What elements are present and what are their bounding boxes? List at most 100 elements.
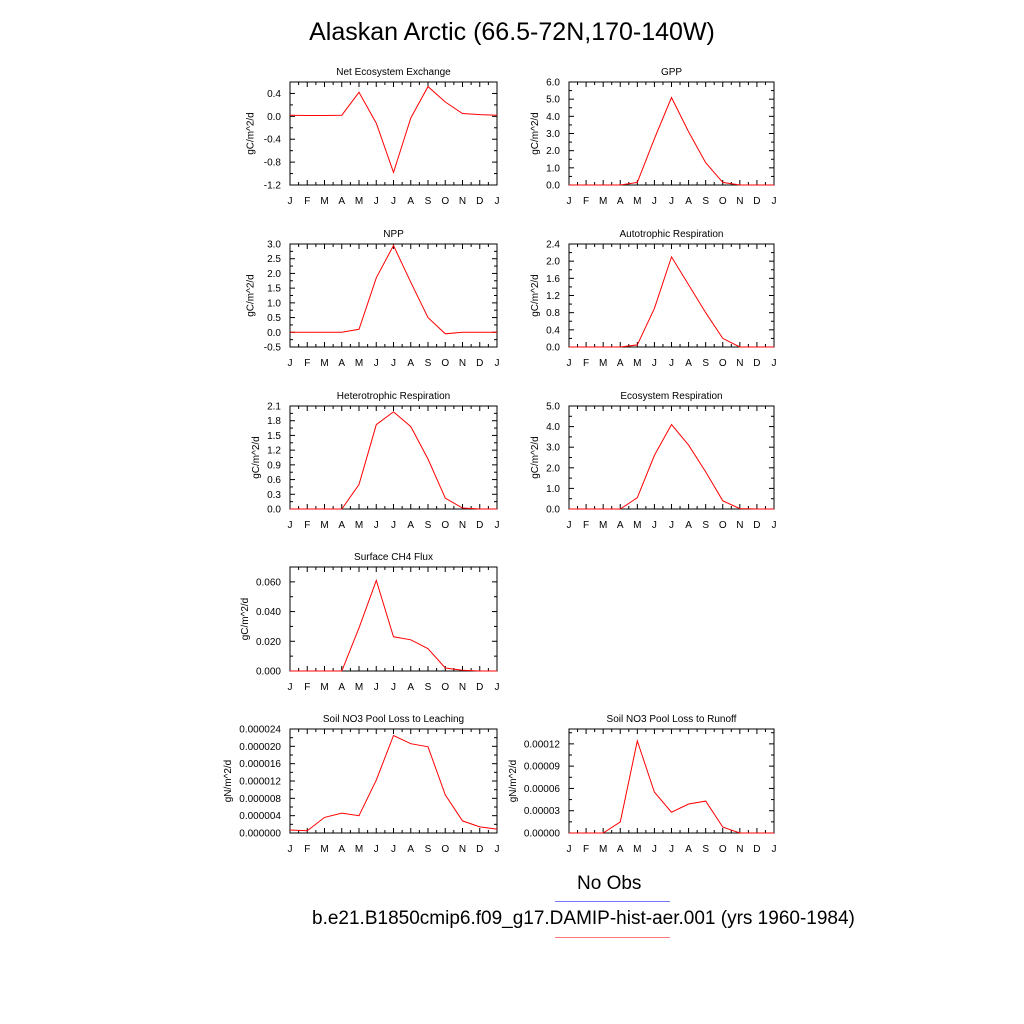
panel-title: Ecosystem Respiration	[620, 391, 722, 402]
y-axis-label: gN/m^2/d	[223, 760, 234, 803]
y-tick-label: 1.8	[267, 416, 281, 427]
x-tick-label: J	[669, 196, 674, 207]
x-tick-label: A	[338, 520, 345, 531]
series-line	[289, 734, 498, 832]
x-tick-label: S	[702, 844, 709, 855]
y-tick-label: 0.000	[256, 667, 281, 678]
y-axis-label: gC/m^2/d	[530, 274, 541, 317]
x-tick-label: M	[320, 844, 328, 855]
plot-frame	[289, 243, 498, 348]
x-tick-label: J	[669, 520, 674, 531]
y-tick-label: 0.9	[267, 460, 281, 471]
x-tick-label: N	[736, 358, 743, 369]
plot-frame	[289, 566, 498, 672]
x-tick-label: J	[391, 520, 396, 531]
y-tick-label: 4.0	[546, 112, 560, 123]
x-tick-label: A	[338, 358, 345, 369]
series-line	[569, 96, 774, 186]
series-line	[569, 738, 774, 834]
y-tick-label: 3.0	[546, 443, 560, 454]
x-tick-label: J	[567, 520, 572, 531]
x-tick-label: N	[736, 520, 743, 531]
x-tick-label: J	[374, 196, 379, 207]
y-tick-label: 0.6	[267, 475, 281, 486]
y-tick-label: 0.000016	[239, 759, 281, 770]
series-line	[290, 411, 497, 510]
x-tick-label: N	[459, 196, 466, 207]
x-tick-label: O	[441, 520, 449, 531]
x-tick-label: S	[425, 682, 432, 693]
y-tick-label: 1.5	[267, 284, 281, 295]
x-tick-label: N	[459, 844, 466, 855]
x-tick-label: O	[719, 520, 727, 531]
x-tick-label: J	[669, 358, 674, 369]
x-tick-label: J	[772, 196, 777, 207]
x-tick-label: M	[599, 844, 607, 855]
y-tick-label: 0.00003	[524, 806, 561, 817]
y-tick-label: 2.0	[546, 146, 560, 157]
x-tick-label: J	[567, 358, 572, 369]
y-axis-label: gN/m^2/d	[508, 760, 519, 803]
x-tick-label: S	[702, 358, 709, 369]
y-tick-label: 0.00006	[524, 784, 561, 795]
y-tick-label: 0.4	[546, 325, 560, 336]
x-tick-label: O	[719, 358, 727, 369]
x-tick-label: D	[476, 844, 483, 855]
y-tick-label: 0.00000	[524, 829, 561, 840]
y-tick-label: 2.0	[546, 257, 560, 268]
y-tick-label: 0.0	[267, 112, 281, 123]
plot-frame	[289, 728, 498, 834]
x-tick-label: S	[702, 520, 709, 531]
chart-panel: J F M A M J J A S O N D J2.11.81.51.20.90.60.30.0Het…	[251, 391, 499, 531]
y-tick-label: 0.0	[546, 505, 560, 516]
x-tick-label: J	[391, 682, 396, 693]
x-tick-label: J	[391, 358, 396, 369]
panel-title: Heterotrophic Respiration	[337, 391, 450, 402]
y-tick-label: 5.0	[546, 95, 560, 106]
x-tick-label: A	[407, 520, 414, 531]
y-axis-label: gC/m^2/d	[240, 598, 251, 641]
y-tick-label: 0.060	[256, 577, 281, 588]
x-tick-label: J	[374, 682, 379, 693]
x-tick-label: J	[374, 520, 379, 531]
x-tick-label: O	[441, 196, 449, 207]
y-tick-label: 3.0	[267, 240, 281, 251]
x-tick-label: N	[736, 196, 743, 207]
y-axis-label: gC/m^2/d	[251, 436, 262, 479]
x-tick-label: D	[753, 520, 760, 531]
x-tick-label: J	[567, 844, 572, 855]
y-tick-label: 0.000008	[239, 794, 281, 805]
legend-obs-line	[555, 901, 670, 902]
x-tick-label: M	[320, 520, 328, 531]
y-tick-label: 1.0	[267, 298, 281, 309]
x-tick-label: D	[476, 520, 483, 531]
x-tick-label: F	[583, 844, 589, 855]
chart-panel: J F M A M J J A S O N D J6.05.04.03.02.01.00.0GPPgC/…	[530, 67, 776, 207]
x-tick-label: A	[407, 196, 414, 207]
y-tick-label: 1.2	[546, 291, 560, 302]
x-tick-label: J	[288, 682, 293, 693]
x-tick-label: M	[599, 196, 607, 207]
x-tick-label: M	[633, 196, 641, 207]
panel-title: GPP	[661, 67, 682, 78]
x-tick-label: J	[652, 520, 657, 531]
x-tick-label: S	[425, 844, 432, 855]
x-tick-label: M	[355, 844, 363, 855]
chart-panel: J F M A M J J A S O N D J0.0600.0400.0200.000Surface…	[240, 552, 500, 693]
y-axis-label: gC/m^2/d	[530, 436, 541, 479]
y-tick-label: 1.5	[267, 431, 281, 442]
y-tick-label: 0.000020	[239, 742, 281, 753]
x-tick-label: N	[459, 358, 466, 369]
x-tick-label: M	[355, 196, 363, 207]
chart-panel: J F M A M J J A S O N D J0.0000240.0000200.0000160.0…	[223, 714, 499, 855]
series-line	[289, 85, 498, 174]
x-tick-label: D	[476, 682, 483, 693]
x-tick-label: M	[355, 520, 363, 531]
x-tick-label: N	[459, 520, 466, 531]
x-tick-label: O	[719, 844, 727, 855]
y-tick-label: 3.0	[546, 129, 560, 140]
x-tick-label: A	[617, 520, 624, 531]
y-tick-label: 2.0	[267, 269, 281, 280]
x-tick-label: O	[441, 358, 449, 369]
